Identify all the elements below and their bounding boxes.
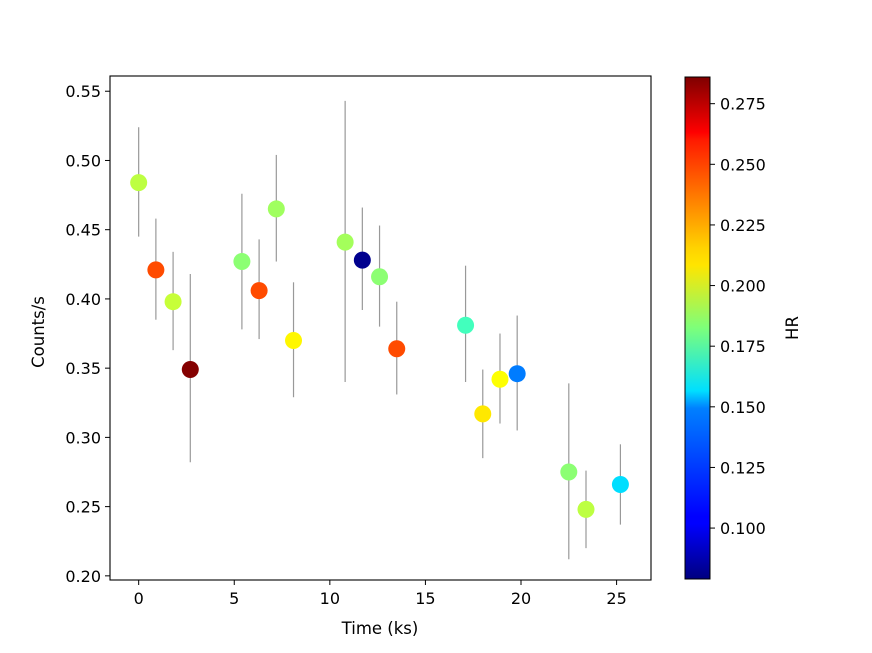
data-point xyxy=(353,251,371,269)
colorbar-tick-label: 0.125 xyxy=(720,458,766,477)
y-tick-label: 0.30 xyxy=(65,428,101,447)
x-tick-label: 25 xyxy=(606,589,626,608)
x-axis-label: Time (ks) xyxy=(341,619,419,638)
colorbar-tick-label: 0.100 xyxy=(720,519,766,538)
colorbar-tick-label: 0.225 xyxy=(720,216,766,235)
data-point xyxy=(388,340,406,358)
colorbar-tick-label: 0.175 xyxy=(720,337,766,356)
colorbar-gradient xyxy=(684,76,711,580)
y-tick-label: 0.50 xyxy=(65,151,101,170)
data-point xyxy=(457,316,475,334)
x-tick-label: 20 xyxy=(511,589,531,608)
data-points xyxy=(130,174,629,518)
error-bars xyxy=(138,100,622,560)
x-tick-label: 0 xyxy=(134,589,144,608)
colorbar-tick-label: 0.150 xyxy=(720,398,766,417)
data-point xyxy=(267,200,285,218)
x-ticks: 0 5 10 15 20 25 xyxy=(134,580,627,608)
data-point xyxy=(164,293,182,311)
colorbar-tick-label: 0.275 xyxy=(720,95,766,114)
colorbar-tick-label: 0.200 xyxy=(720,277,766,296)
data-point xyxy=(371,268,389,286)
x-tick-label: 10 xyxy=(320,589,340,608)
x-tick-label: 5 xyxy=(229,589,239,608)
data-point xyxy=(285,331,303,349)
data-point xyxy=(233,253,251,271)
data-point xyxy=(560,463,578,481)
axes-border xyxy=(109,75,652,581)
data-point xyxy=(474,405,492,423)
y-tick-label: 0.35 xyxy=(65,359,101,378)
y-tick-label: 0.55 xyxy=(65,82,101,101)
y-axis-label: Counts/s xyxy=(29,296,48,368)
data-point xyxy=(130,174,148,192)
y-tick-label: 0.20 xyxy=(65,567,101,586)
data-point xyxy=(181,361,199,379)
data-point xyxy=(336,233,354,251)
y-tick-label: 0.40 xyxy=(65,290,101,309)
data-point xyxy=(577,500,595,518)
x-tick-label: 15 xyxy=(415,589,435,608)
colorbar-label: HR xyxy=(783,316,802,340)
axes-frame xyxy=(109,75,652,581)
data-point xyxy=(147,261,165,279)
data-point xyxy=(250,282,268,300)
y-ticks: 0.20 0.25 0.30 0.35 0.40 0.45 0.50 0.55 xyxy=(65,82,110,586)
data-point xyxy=(611,475,629,493)
colorbar-tick-label: 0.250 xyxy=(720,155,766,174)
y-tick-label: 0.25 xyxy=(65,498,101,517)
data-point xyxy=(491,370,509,388)
y-tick-label: 0.45 xyxy=(65,221,101,240)
data-point xyxy=(508,365,526,383)
colorbar-ticks: 0.100 0.125 0.150 0.175 0.200 0.225 0.250 0.275 xyxy=(710,95,766,538)
colorbar: 0.100 0.125 0.150 0.175 0.200 0.225 0.250 0.275… xyxy=(684,76,802,580)
